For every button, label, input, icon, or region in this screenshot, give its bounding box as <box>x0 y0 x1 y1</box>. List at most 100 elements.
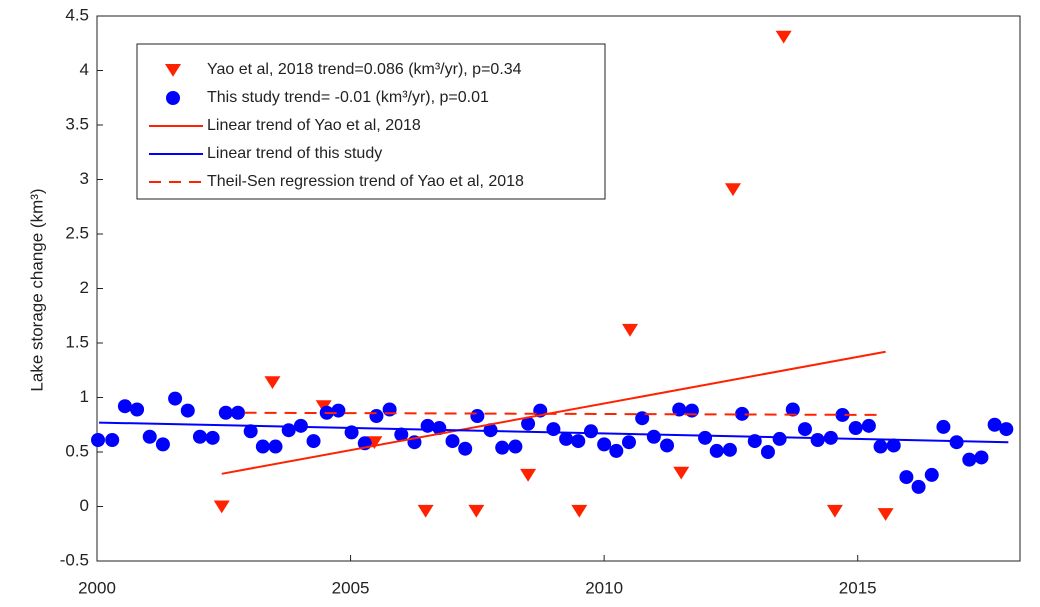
point <box>470 409 485 424</box>
point <box>521 416 536 431</box>
y-tick-label: 3.5 <box>65 114 89 133</box>
point <box>609 443 624 458</box>
point <box>520 468 537 482</box>
point <box>848 421 863 436</box>
point <box>255 439 270 454</box>
point <box>445 434 460 449</box>
point <box>230 405 245 420</box>
point <box>772 431 787 446</box>
point <box>213 500 230 514</box>
point <box>684 403 699 418</box>
point <box>432 421 447 436</box>
point <box>264 376 281 390</box>
point <box>495 440 510 455</box>
point <box>571 504 588 518</box>
point <box>899 470 914 485</box>
legend-label: Theil-Sen regression trend of Yao et al,… <box>207 173 524 190</box>
point <box>886 438 901 453</box>
point <box>826 504 843 518</box>
y-tick-label: 2.5 <box>65 223 89 242</box>
point <box>911 479 926 494</box>
y-axis-label: Lake storage change (km³) <box>27 188 46 391</box>
point <box>760 445 775 459</box>
point <box>331 403 346 418</box>
trend-line <box>221 350 886 475</box>
point <box>458 441 473 456</box>
point <box>117 399 132 414</box>
point <box>673 466 690 480</box>
point <box>722 442 737 457</box>
point <box>546 422 561 437</box>
legend-label: Linear trend of Yao et al, 2018 <box>207 117 421 134</box>
point <box>974 450 989 465</box>
point <box>698 430 713 445</box>
point <box>709 443 724 458</box>
point <box>306 434 321 449</box>
point <box>962 452 977 467</box>
point <box>583 424 598 439</box>
point <box>268 439 283 454</box>
point <box>646 429 661 444</box>
point <box>672 402 687 417</box>
trend-line <box>99 421 1009 444</box>
point <box>155 437 170 452</box>
point <box>243 424 258 439</box>
point <box>797 422 812 437</box>
point <box>835 407 850 422</box>
point <box>130 402 145 417</box>
trend-line <box>244 411 878 416</box>
point <box>999 422 1014 437</box>
y-tick-label: 3 <box>80 169 89 188</box>
y-tick-label: 1 <box>80 387 89 406</box>
y-tick-label: -0.5 <box>60 550 89 569</box>
point <box>91 433 106 448</box>
point <box>192 429 207 444</box>
point <box>468 504 485 518</box>
legend-box <box>136 43 606 200</box>
point <box>417 504 434 518</box>
point <box>949 435 964 450</box>
point <box>369 409 384 424</box>
point <box>105 433 120 448</box>
point <box>621 435 636 450</box>
point <box>861 418 876 433</box>
legend-label: Linear trend of this study <box>207 145 382 162</box>
point <box>571 434 586 449</box>
x-tick-label: 2005 <box>332 578 370 597</box>
y-tick-label: 0 <box>80 496 89 515</box>
point <box>660 438 675 453</box>
y-tick-label: 1.5 <box>65 332 89 351</box>
y-tick-label: 4.5 <box>65 5 89 24</box>
point <box>218 405 233 420</box>
point <box>142 429 157 444</box>
point <box>293 418 308 433</box>
legend-label: Yao et al, 2018 trend=0.086 (km³/yr), p=… <box>207 61 522 78</box>
point <box>987 417 1002 432</box>
x-tick-label: 2010 <box>585 578 623 597</box>
point <box>735 406 750 421</box>
point <box>559 431 574 446</box>
x-tick-label: 2000 <box>78 578 116 597</box>
y-tick-label: 4 <box>80 60 89 79</box>
point <box>508 439 523 454</box>
legend-swatch <box>165 64 181 77</box>
point <box>180 403 195 418</box>
point <box>873 439 888 454</box>
point <box>622 323 639 337</box>
point <box>281 423 296 438</box>
point <box>810 433 825 448</box>
point <box>205 430 220 445</box>
point <box>936 419 951 434</box>
point <box>168 391 183 406</box>
point <box>924 467 939 482</box>
point <box>382 402 397 417</box>
point <box>724 183 741 197</box>
x-tick-label: 2015 <box>839 578 877 597</box>
y-tick-label: 2 <box>80 278 89 297</box>
point <box>785 402 800 417</box>
point <box>597 437 612 452</box>
legend-swatch <box>166 91 180 105</box>
point <box>877 508 894 521</box>
